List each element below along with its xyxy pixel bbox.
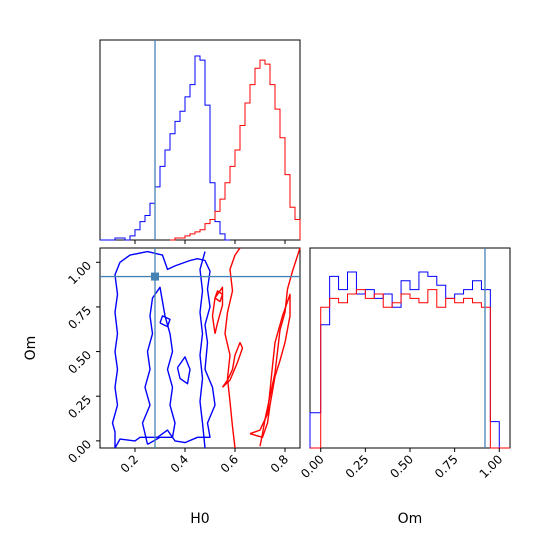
om-hist-series-red: [310, 289, 510, 449]
panel-om-marginal: 0.00 0.25 0.50 0.75 1.00 Om: [298, 247, 511, 527]
om-x-tick-label: 0.75: [432, 452, 461, 481]
h0-marginal-ticks: [134, 240, 286, 244]
contour-red-8: [211, 286, 224, 334]
x-tick-label: 0.8: [268, 452, 291, 475]
om-x-tick-label: 1.00: [477, 452, 506, 481]
contour-red-7: [249, 293, 291, 438]
h0-hist-series-red: [170, 59, 301, 241]
contour-red-6: [259, 247, 301, 447]
contour-blue-2: [141, 286, 176, 446]
contour-blue-1: [111, 250, 216, 449]
contour-blue-3: [176, 356, 191, 385]
truth-marker: [151, 272, 159, 281]
om-hist-series-blue: [309, 271, 510, 449]
panel-h0-om-frame: [99, 247, 301, 449]
ylabel-om: Om: [23, 336, 39, 361]
y-tick-label: 0.50: [65, 348, 94, 377]
om-x-tick-label: 0.50: [387, 452, 416, 481]
om-marginal-ticks: 0.00 0.25 0.50 0.75 1.00: [298, 448, 505, 481]
x-tick-label: 0.6: [218, 452, 241, 475]
y-tick-label: 1.00: [65, 259, 94, 288]
om-x-tick-label: 0.25: [343, 452, 372, 481]
panel-om-marginal-frame: [309, 247, 511, 449]
y-tick-label: 0.25: [65, 392, 94, 421]
y-tick-label: 0.75: [65, 303, 94, 332]
y-tick-label: 0.00: [65, 437, 94, 466]
om-histogram-lines: [309, 271, 510, 449]
h0-histogram-lines: [100, 55, 301, 241]
joint-x-ticks: 0.2 0.4 0.6 0.8: [118, 448, 291, 476]
panel-h0-marginal-frame: [99, 39, 301, 241]
contour-blue-4: [159, 315, 171, 328]
x-tick-label: 0.4: [168, 452, 191, 475]
om-x-tick-label: 0.00: [298, 452, 327, 481]
contour-red-10: [214, 290, 224, 303]
h0-hist-series-blue: [100, 55, 230, 241]
contour-red-5: [224, 247, 241, 449]
x-tick-label: 0.2: [118, 452, 141, 475]
xlabel-h0: H0: [190, 511, 209, 527]
contour-blue-0: [199, 251, 206, 449]
panel-h0-marginal: [99, 39, 301, 244]
contour-lines: [111, 247, 301, 449]
panel-h0-om: 0.2 0.4 0.6 0.8 0.00 0.25 0.50 0.75 1.00 H0 Om: [23, 247, 301, 527]
xlabel-om: Om: [398, 511, 423, 527]
joint-y-ticks: 0.00 0.25 0.50 0.75 1.00: [65, 259, 100, 466]
contour-red-9: [221, 341, 244, 388]
